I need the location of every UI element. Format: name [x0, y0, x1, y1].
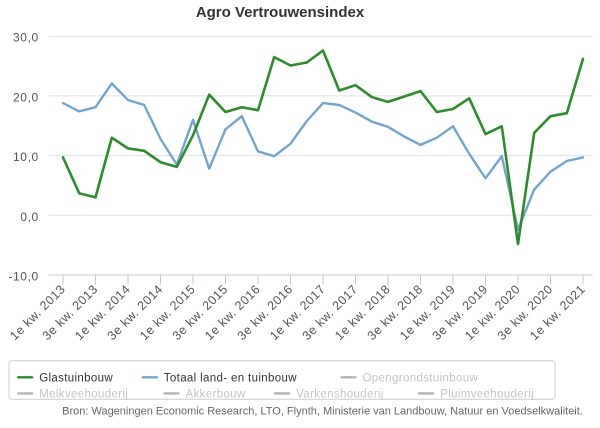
- svg-text:20,0: 20,0: [13, 90, 39, 104]
- svg-text:Melkveehouderij: Melkveehouderij: [39, 388, 128, 400]
- svg-text:10,0: 10,0: [13, 150, 39, 164]
- svg-text:Opengrondstuinbouw: Opengrondstuinbouw: [363, 372, 479, 384]
- svg-text:Bron: Wageningen Economic Rese: Bron: Wageningen Economic Research, LTO,…: [62, 406, 583, 418]
- svg-text:-10,0: -10,0: [8, 270, 38, 284]
- svg-text:Glastuinbouw: Glastuinbouw: [39, 372, 113, 384]
- svg-text:Akkerbouw: Akkerbouw: [186, 388, 246, 400]
- svg-text:Agro Vertrouwensindex: Agro Vertrouwensindex: [196, 4, 365, 21]
- svg-text:0,0: 0,0: [20, 210, 38, 224]
- svg-text:30,0: 30,0: [13, 31, 39, 45]
- svg-text:Pluimveehouderij: Pluimveehouderij: [440, 388, 534, 400]
- svg-text:Totaal land- en tuinbouw: Totaal land- en tuinbouw: [164, 372, 297, 384]
- svg-text:Varkenshouderij: Varkenshouderij: [296, 388, 384, 400]
